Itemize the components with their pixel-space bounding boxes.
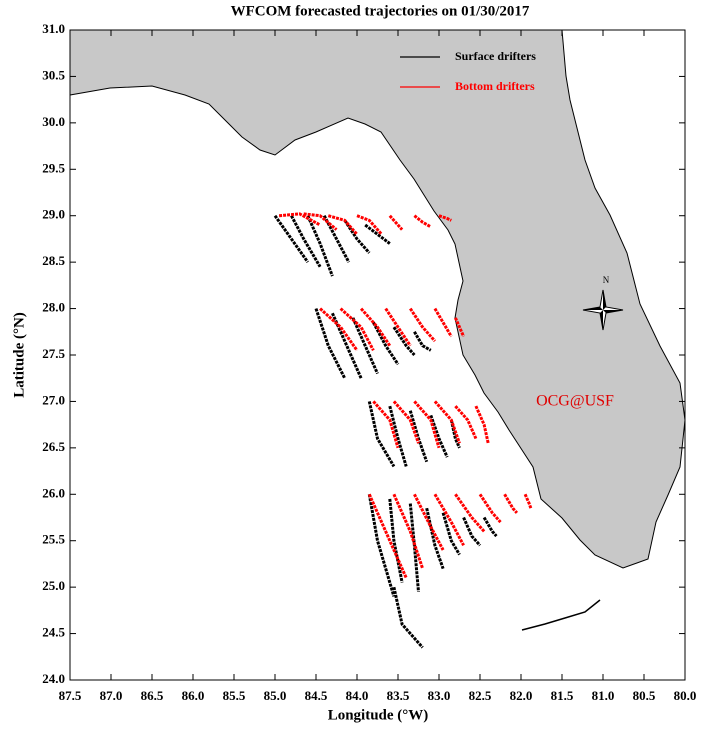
trajectory	[392, 586, 424, 649]
trajectory	[462, 516, 482, 547]
x-tick-label: 82.0	[510, 688, 533, 703]
y-tick-label: 27.5	[42, 346, 65, 361]
trajectory	[372, 321, 400, 366]
trajectory	[454, 405, 478, 440]
chart-title: WFCOM forecasted trajectories on 01/30/2…	[231, 3, 530, 19]
trajectory	[343, 219, 371, 254]
trajectory	[327, 214, 359, 236]
trajectory	[433, 307, 453, 338]
trajectory	[367, 401, 396, 468]
trajectory	[303, 212, 338, 231]
x-tick-label: 81.5	[551, 688, 574, 703]
x-axis-label: Longitude (°W)	[328, 707, 429, 723]
y-tick-label: 25.5	[42, 532, 65, 547]
trajectory	[413, 400, 441, 449]
trajectory	[367, 494, 396, 597]
trajectory	[392, 400, 420, 444]
y-tick-label: 27.0	[42, 392, 65, 407]
x-tick-label: 80.0	[674, 688, 697, 703]
trajectory	[441, 512, 461, 556]
trajectory	[482, 516, 498, 538]
trajectory	[273, 214, 310, 264]
trajectory	[408, 503, 420, 592]
y-tick-label: 30.5	[42, 67, 65, 82]
trajectory	[503, 493, 519, 514]
y-tick-label: 29.5	[42, 160, 65, 175]
y-tick-label: 26.5	[42, 439, 65, 454]
florida-land	[69, 29, 686, 569]
trajectory	[438, 214, 452, 222]
trajectory	[413, 214, 432, 229]
trajectory	[384, 307, 412, 347]
trajectory	[319, 307, 359, 352]
legend-label: Bottom drifters	[455, 79, 535, 93]
compass-label: N	[603, 275, 610, 285]
trajectory	[356, 214, 383, 236]
y-tick-label: 25.0	[42, 578, 65, 593]
trajectory	[523, 493, 533, 509]
y-tick-label: 24.5	[42, 625, 65, 640]
x-tick-label: 82.5	[469, 688, 492, 703]
plot-frame	[69, 29, 686, 681]
trajectory	[392, 326, 416, 356]
trajectory	[454, 493, 486, 533]
trajectory	[339, 307, 375, 352]
florida-keys	[521, 599, 601, 631]
y-tick-label: 28.0	[42, 300, 65, 315]
trajectory	[474, 405, 490, 444]
x-tick-label: 84.0	[346, 688, 369, 703]
trajectory	[429, 414, 449, 458]
x-tick-label: 86.5	[141, 688, 164, 703]
trajectory	[322, 215, 351, 263]
trajectory	[388, 498, 404, 583]
x-tick-label: 83.5	[387, 688, 410, 703]
x-tick-label: 87.5	[59, 688, 82, 703]
trajectory	[367, 493, 408, 579]
trajectory	[413, 331, 432, 352]
trajectory	[425, 507, 445, 570]
x-tick-label: 87.0	[100, 688, 123, 703]
y-axis-label: Latitude (°N)	[11, 312, 27, 398]
trajectory	[359, 307, 392, 347]
trajectory	[351, 317, 379, 375]
trajectory	[408, 410, 429, 463]
x-tick-label: 84.5	[305, 688, 328, 703]
y-tick-label: 31.0	[42, 21, 65, 36]
annotation: OCG@USF	[536, 393, 614, 410]
trajectory	[433, 400, 461, 444]
trajectory	[413, 493, 445, 551]
trajectory	[290, 215, 322, 268]
trajectory	[388, 405, 408, 467]
x-tick-label: 85.0	[264, 688, 287, 703]
trajectory	[388, 214, 404, 231]
x-tick-label: 81.0	[592, 688, 615, 703]
trajectory	[409, 307, 437, 343]
x-tick-label: 80.5	[633, 688, 656, 703]
trajectory	[478, 493, 502, 524]
trajectory	[372, 400, 400, 449]
y-tick-label: 24.0	[42, 671, 65, 686]
y-tick-label: 28.5	[42, 253, 65, 268]
trajectory	[364, 223, 391, 245]
trajectory	[306, 215, 334, 277]
compass	[582, 289, 624, 331]
trajectory	[454, 317, 465, 338]
trajectory	[433, 493, 465, 547]
trajectory	[314, 308, 347, 379]
x-tick-label: 83.0	[428, 688, 451, 703]
y-tick-label: 30.0	[42, 114, 65, 129]
y-tick-label: 26.0	[42, 485, 65, 500]
trajectory	[449, 419, 461, 449]
legend-label: Surface drifters	[455, 49, 536, 63]
y-tick-label: 29.0	[42, 207, 65, 222]
x-tick-label: 86.0	[182, 688, 205, 703]
trajectory	[392, 493, 425, 570]
trajectory	[278, 212, 321, 227]
x-tick-label: 85.5	[223, 688, 246, 703]
